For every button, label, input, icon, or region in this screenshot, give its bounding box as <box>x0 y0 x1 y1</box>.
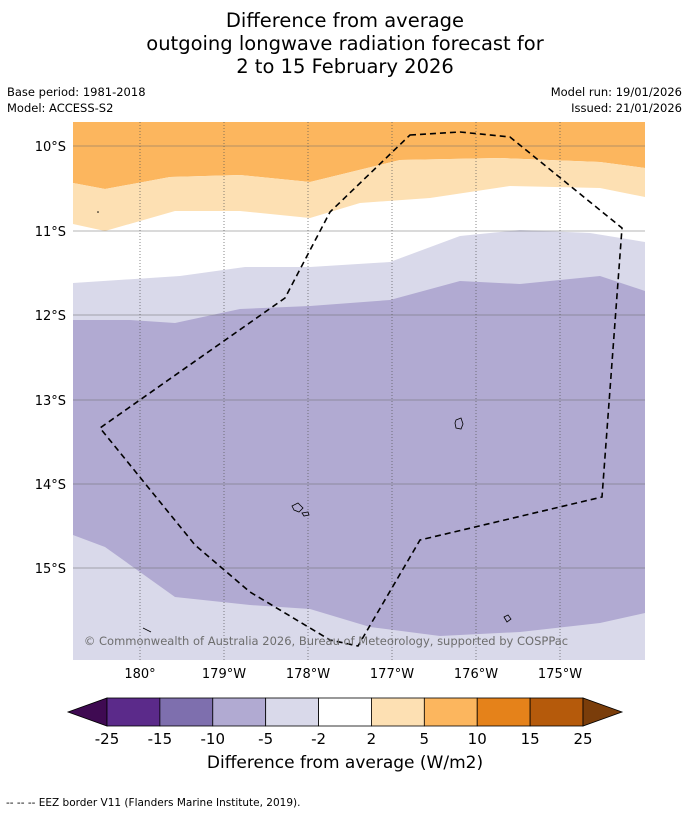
islands <box>97 211 512 633</box>
model-name: Model: ACCESS-S2 <box>7 101 114 115</box>
model-run: Model run: 19/01/2026 <box>550 85 682 99</box>
colorbar-extend-low <box>66 697 108 727</box>
lat-label: 14°S <box>35 478 66 493</box>
lon-label: 176°W <box>454 667 498 682</box>
colorbar-segment <box>476 697 531 727</box>
island-wallis <box>291 502 304 513</box>
title-line-2: outgoing longwave radiation forecast for <box>146 32 544 55</box>
band-orange <box>73 122 645 189</box>
lat-labels: 10°S 11°S 12°S 13°S 14°S 15°S <box>35 140 66 577</box>
title-line-3: 2 to 15 February 2026 <box>236 55 454 78</box>
islet <box>97 211 99 213</box>
island-niuatoputapu <box>454 417 464 430</box>
lon-label: 177°W <box>370 667 414 682</box>
band-purple <box>73 276 645 636</box>
island-wallis-small <box>301 511 310 517</box>
colorbar-tick-label: -10 <box>201 730 226 748</box>
lat-label: 13°S <box>35 394 66 409</box>
colorbar-segment <box>159 697 214 727</box>
colorbar-segment <box>106 697 161 727</box>
colorbar-extend-high <box>582 697 624 727</box>
lon-label: 178°W <box>286 667 330 682</box>
colorbar-tick-label: 15 <box>521 730 540 748</box>
title-line-1: Difference from average <box>225 9 465 32</box>
colorbar-segment <box>423 697 478 727</box>
island-southwest <box>142 627 152 633</box>
colorbar-tick-label: 5 <box>420 730 430 748</box>
issued-date: Issued: 21/01/2026 <box>571 101 682 115</box>
island-south <box>503 614 512 623</box>
meta-left: Base period: 1981-2018 Model: ACCESS-S2 <box>7 84 146 116</box>
eez-legend: -- -- -- EEZ border V11 (Flanders Marine… <box>6 797 301 809</box>
colorbar-tick-label: -15 <box>148 730 173 748</box>
grid-lines <box>73 122 645 660</box>
colorbar-tick-label: -25 <box>95 730 120 748</box>
base-period: Base period: 1981-2018 <box>7 85 146 99</box>
colorbar-title: Difference from average (W/m2) <box>206 753 484 773</box>
colorbar-tick-label: 2 <box>367 730 377 748</box>
colorbar-tick-label: -5 <box>258 730 273 748</box>
lat-label: 11°S <box>35 225 66 240</box>
colorbar-segment <box>318 697 372 727</box>
lon-label: 179°W <box>202 667 246 682</box>
copyright-note: © Commonwealth of Australia 2026, Bureau… <box>84 634 568 648</box>
colorbar-tick-label: -2 <box>311 730 326 748</box>
colorbar-segment <box>529 697 584 727</box>
colorbar: -25 -15 -10 -5 -2 2 5 10 15 25 <box>66 697 624 748</box>
lon-labels: 180° 179°W 178°W 177°W 176°W 175°W <box>124 667 582 682</box>
lat-label: 15°S <box>35 562 66 577</box>
colorbar-tick-label: 25 <box>573 730 592 748</box>
lon-label: 180° <box>124 667 155 682</box>
colorbar-segment <box>371 697 425 727</box>
meta-right: Model run: 19/01/2026 Issued: 21/01/2026 <box>551 84 682 116</box>
lon-label: 175°W <box>538 667 582 682</box>
lat-label: 12°S <box>35 309 66 324</box>
eez-border <box>98 131 623 647</box>
colorbar-tick-label: 10 <box>468 730 487 748</box>
colorbar-segment <box>212 697 267 727</box>
band-light-orange <box>73 158 645 231</box>
anomaly-field <box>73 122 645 660</box>
colorbar-segment <box>265 697 319 727</box>
lat-label: 10°S <box>35 140 66 155</box>
